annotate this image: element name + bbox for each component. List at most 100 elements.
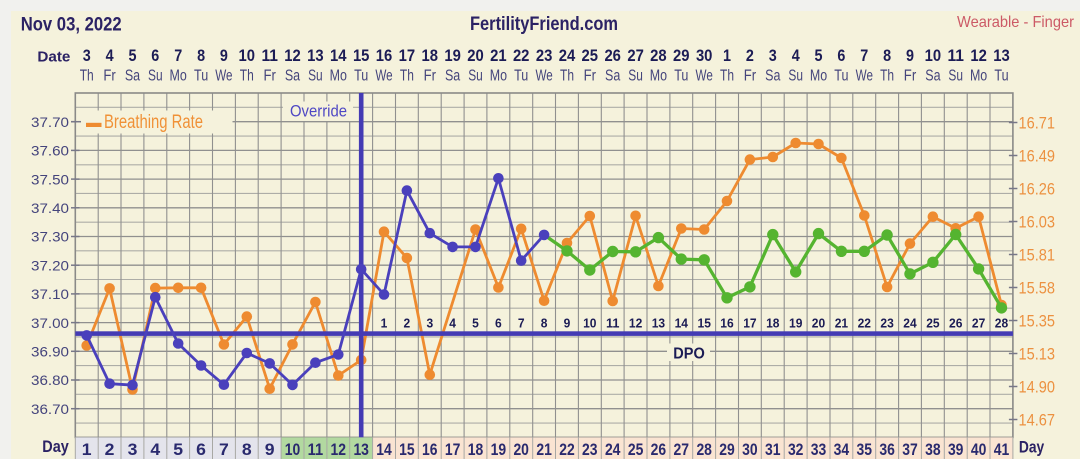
svg-text:1: 1 — [723, 46, 731, 65]
svg-text:Su: Su — [628, 68, 643, 85]
svg-text:Th: Th — [720, 68, 734, 85]
svg-text:26: 26 — [651, 440, 667, 459]
svg-text:18: 18 — [766, 316, 779, 330]
svg-text:24: 24 — [903, 316, 916, 330]
svg-text:Fr: Fr — [744, 68, 756, 85]
svg-text:4: 4 — [106, 46, 114, 65]
svg-text:We: We — [215, 68, 232, 85]
svg-text:Day: Day — [42, 438, 69, 456]
svg-text:6: 6 — [495, 316, 502, 330]
svg-text:Th: Th — [400, 68, 414, 85]
svg-text:23: 23 — [536, 46, 553, 65]
svg-text:15.35: 15.35 — [1019, 313, 1056, 331]
svg-text:16: 16 — [422, 440, 438, 459]
svg-text:21: 21 — [835, 316, 848, 330]
svg-text:Su: Su — [308, 68, 323, 85]
svg-text:Date: Date — [37, 49, 70, 66]
svg-text:12: 12 — [331, 440, 347, 459]
svg-text:Day: Day — [1019, 439, 1045, 457]
svg-text:12: 12 — [629, 316, 642, 330]
svg-text:Sa: Sa — [765, 68, 781, 85]
svg-text:11: 11 — [308, 440, 324, 459]
svg-text:2: 2 — [746, 46, 754, 65]
svg-text:Tu: Tu — [834, 68, 848, 85]
svg-text:5: 5 — [815, 46, 823, 65]
svg-text:23: 23 — [880, 316, 893, 330]
svg-text:15: 15 — [353, 46, 370, 65]
svg-text:Fr: Fr — [584, 68, 596, 85]
svg-text:34: 34 — [834, 440, 850, 459]
svg-text:11: 11 — [606, 316, 619, 330]
svg-text:12: 12 — [970, 46, 987, 65]
svg-text:Sa: Sa — [445, 68, 461, 85]
svg-text:7: 7 — [860, 46, 868, 65]
svg-text:27: 27 — [972, 316, 985, 330]
svg-text:26: 26 — [604, 46, 621, 65]
svg-text:Th: Th — [240, 68, 254, 85]
svg-text:9: 9 — [564, 316, 571, 330]
svg-text:38: 38 — [925, 440, 941, 459]
svg-text:9: 9 — [906, 46, 914, 65]
svg-text:29: 29 — [673, 46, 690, 65]
svg-text:Tu: Tu — [994, 68, 1008, 85]
svg-text:6: 6 — [196, 440, 206, 459]
svg-text:28: 28 — [650, 46, 667, 65]
svg-text:Mo: Mo — [970, 68, 987, 85]
svg-text:3: 3 — [769, 46, 777, 65]
svg-text:Nov 03, 2022: Nov 03, 2022 — [21, 14, 122, 35]
svg-text:19: 19 — [789, 316, 802, 330]
svg-text:16.49: 16.49 — [1019, 148, 1056, 166]
svg-text:16.26: 16.26 — [1019, 181, 1056, 199]
svg-text:11: 11 — [947, 46, 964, 65]
svg-text:7: 7 — [219, 440, 229, 459]
svg-text:Sa: Sa — [925, 68, 941, 85]
svg-text:16.71: 16.71 — [1019, 115, 1056, 133]
svg-text:25: 25 — [582, 46, 599, 65]
svg-text:30: 30 — [696, 46, 713, 65]
svg-text:Tu: Tu — [514, 68, 528, 85]
svg-text:31: 31 — [765, 440, 781, 459]
svg-text:24: 24 — [559, 46, 576, 65]
svg-text:14.67: 14.67 — [1019, 412, 1056, 430]
svg-text:6: 6 — [151, 46, 159, 65]
svg-text:We: We — [375, 68, 392, 85]
svg-text:20: 20 — [467, 46, 484, 65]
svg-text:24: 24 — [605, 440, 621, 459]
svg-text:10: 10 — [583, 316, 596, 330]
svg-text:27: 27 — [627, 46, 644, 65]
svg-text:22: 22 — [513, 46, 530, 65]
svg-text:37.10: 37.10 — [31, 286, 69, 302]
svg-text:41: 41 — [994, 440, 1010, 459]
svg-text:Mo: Mo — [330, 68, 347, 85]
svg-text:4: 4 — [792, 46, 800, 65]
svg-text:15.58: 15.58 — [1019, 280, 1056, 298]
svg-text:Th: Th — [80, 68, 94, 85]
svg-text:8: 8 — [242, 440, 252, 459]
svg-text:5: 5 — [472, 316, 479, 330]
svg-text:2: 2 — [105, 440, 115, 459]
svg-text:3: 3 — [128, 440, 138, 459]
svg-text:10: 10 — [285, 440, 301, 459]
svg-text:Fr: Fr — [264, 68, 276, 85]
svg-text:21: 21 — [490, 46, 507, 65]
svg-text:37.40: 37.40 — [31, 200, 69, 216]
svg-text:Sa: Sa — [125, 68, 141, 85]
svg-text:14: 14 — [675, 316, 688, 330]
svg-text:Su: Su — [148, 68, 163, 85]
svg-text:21: 21 — [536, 440, 552, 459]
svg-text:3: 3 — [426, 316, 433, 330]
svg-text:1: 1 — [82, 440, 92, 459]
svg-text:20: 20 — [812, 316, 825, 330]
svg-text:9: 9 — [220, 46, 228, 65]
svg-text:16: 16 — [376, 46, 393, 65]
svg-text:28: 28 — [696, 440, 712, 459]
svg-text:Mo: Mo — [170, 68, 187, 85]
svg-text:14: 14 — [330, 46, 347, 65]
svg-text:37.70: 37.70 — [31, 114, 69, 130]
svg-text:15: 15 — [698, 316, 711, 330]
svg-text:27: 27 — [674, 440, 690, 459]
svg-text:We: We — [535, 68, 552, 85]
svg-text:15.13: 15.13 — [1019, 346, 1056, 364]
svg-text:36.70: 36.70 — [31, 401, 69, 417]
svg-text:Sa: Sa — [285, 68, 301, 85]
